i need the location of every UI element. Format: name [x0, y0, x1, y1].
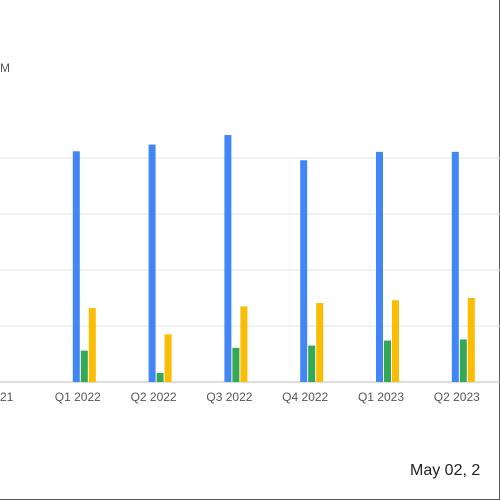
bar-series2-q1-2022: [80, 350, 88, 382]
x-tick-label: Q2 2023: [434, 390, 480, 404]
bar-series1-q1-2022: [72, 151, 80, 382]
x-tick-label: Q1 2023: [358, 390, 404, 404]
footer-date: May 02, 2: [410, 462, 481, 479]
bar-series3-q2-2022: [164, 334, 172, 382]
bar-series1-q2-2023: [451, 151, 459, 382]
bar-series2-q2-2022: [156, 373, 164, 382]
bar-series1-q4-2022: [300, 160, 308, 382]
bar-series3-q3-2022: [240, 306, 248, 382]
x-tick-labels: 21 Q1 2022 Q2 2022 Q3 2022 Q4 2022 Q1 2023 Q2 …: [0, 390, 480, 404]
x-tick-label: 21: [0, 390, 14, 404]
bar-series3-q4-2022: [316, 303, 324, 382]
bar-series3-q2-2023: [467, 298, 475, 382]
x-tick-label: Q4 2022: [282, 390, 328, 404]
bar-series2-q2-2023: [459, 339, 467, 382]
bar-series3-q1-2022: [88, 308, 96, 382]
bar-series3-q1-2023: [392, 300, 399, 382]
x-tick-label: Q1 2022: [55, 390, 101, 404]
x-tick-label: Q2 2022: [131, 390, 177, 404]
x-tick-label: Q3 2022: [206, 390, 252, 404]
bar-series2-q4-2022: [308, 345, 316, 382]
bar-series1-q2-2022: [148, 144, 156, 382]
bar-series2-q1-2023: [384, 340, 391, 382]
bar-series2-q3-2022: [232, 347, 240, 382]
y-axis-unit-label: M: [0, 61, 10, 75]
bar-series1-q1-2023: [376, 151, 383, 382]
bar-series1-q3-2022: [224, 135, 232, 382]
bars: [72, 135, 475, 382]
